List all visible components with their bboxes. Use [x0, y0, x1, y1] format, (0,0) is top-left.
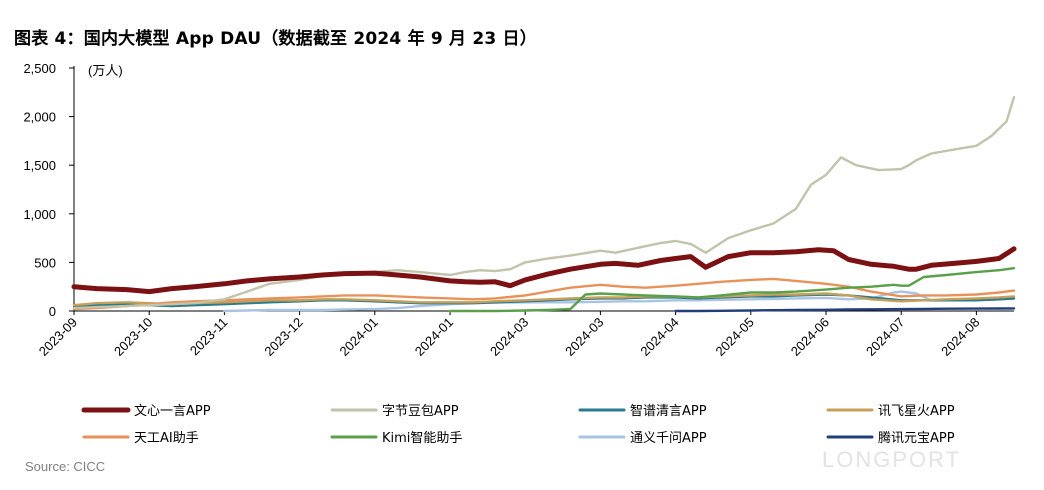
- series-line: [674, 307, 1016, 313]
- x-tick-label: 2024-08: [938, 315, 982, 359]
- series-line: [72, 95, 1016, 310]
- y-tick-label: 1,500: [23, 158, 56, 173]
- y-axis: 0 500 1,000 1,500 2,000 2,500: [23, 61, 75, 319]
- x-tick-label: 2024-07: [863, 315, 907, 359]
- x-tick-label: 2023-10: [111, 315, 155, 359]
- legend-label: 天工AI助手: [134, 431, 199, 446]
- x-tick-label: 2024-06: [788, 315, 832, 359]
- x-tick-label: 2023-11: [187, 315, 231, 359]
- x-tick-label: 2024-03: [562, 315, 606, 359]
- x-tick-label: 2024-01: [412, 315, 456, 359]
- series-layer: [71, 95, 1017, 313]
- y-tick-label: 0: [49, 304, 56, 319]
- series-line: [223, 290, 1016, 313]
- watermark: LONGPORT: [822, 447, 962, 472]
- x-tick-label: 2023-12: [261, 315, 305, 359]
- x-tick-label: 2023-09: [36, 315, 80, 359]
- y-tick-label: 2,000: [23, 110, 56, 125]
- x-tick-label: 2024-03: [487, 315, 531, 359]
- series-line: [448, 267, 1016, 313]
- legend-label: 文心一言APP: [134, 404, 211, 419]
- series-line: [72, 277, 1016, 311]
- y-tick-label: 500: [34, 255, 56, 270]
- legend: 文心一言APP 字节豆包APP 智谱清言APP 讯飞星火APP 天工AI助手 Kimi智能…: [81, 404, 955, 446]
- legend-label: 字节豆包APP: [382, 404, 459, 419]
- chart-title: 图表 4：国内大模型 App DAU（数据截至 2024 年 9 月 23 日）: [14, 29, 537, 49]
- legend-label: 腾讯元宝APP: [878, 430, 955, 446]
- legend-label: 讯飞星火APP: [878, 404, 955, 419]
- legend-label: 智谱清言APP: [630, 404, 707, 419]
- y-tick-label: 2,500: [23, 61, 56, 76]
- x-tick-label: 2024-04: [637, 315, 681, 359]
- x-tick-label: 2024-01: [337, 315, 381, 359]
- y-tick-label: 1,000: [23, 207, 56, 222]
- legend-label: Kimi智能助手: [382, 431, 462, 446]
- legend-label: 通义千问APP: [630, 431, 707, 446]
- series-line: [71, 246, 1017, 295]
- unit-label: (万人): [88, 63, 123, 78]
- x-axis: 2023-09 2023-10 2023-11 2023-12 2024-01 2024-…: [36, 310, 1014, 359]
- series-line: [72, 292, 1016, 307]
- source-note: Source: CICC: [25, 459, 106, 474]
- x-tick-label: 2024-05: [713, 315, 757, 359]
